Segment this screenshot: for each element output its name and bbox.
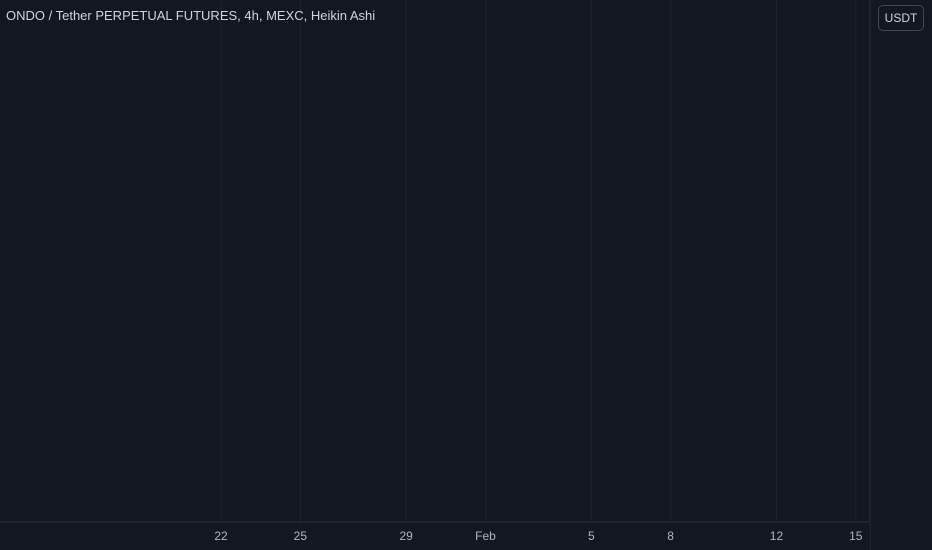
x-tick-label: 22 — [214, 529, 228, 543]
time-axis[interactable] — [0, 522, 870, 550]
x-tick-label: 8 — [667, 529, 674, 543]
x-tick-label: Feb — [475, 529, 496, 543]
x-tick-label: 25 — [294, 529, 308, 543]
x-tick-label: 29 — [399, 529, 413, 543]
x-tick-label: 12 — [770, 529, 784, 543]
x-tick-label: 5 — [588, 529, 595, 543]
chart-title: ONDO / Tether PERPETUAL FUTURES, 4h, MEX… — [6, 8, 376, 23]
currency-button[interactable]: USDT — [878, 5, 924, 31]
price-axis[interactable] — [870, 0, 932, 550]
grid — [220, 0, 857, 522]
x-tick-label: 15 — [849, 529, 863, 543]
